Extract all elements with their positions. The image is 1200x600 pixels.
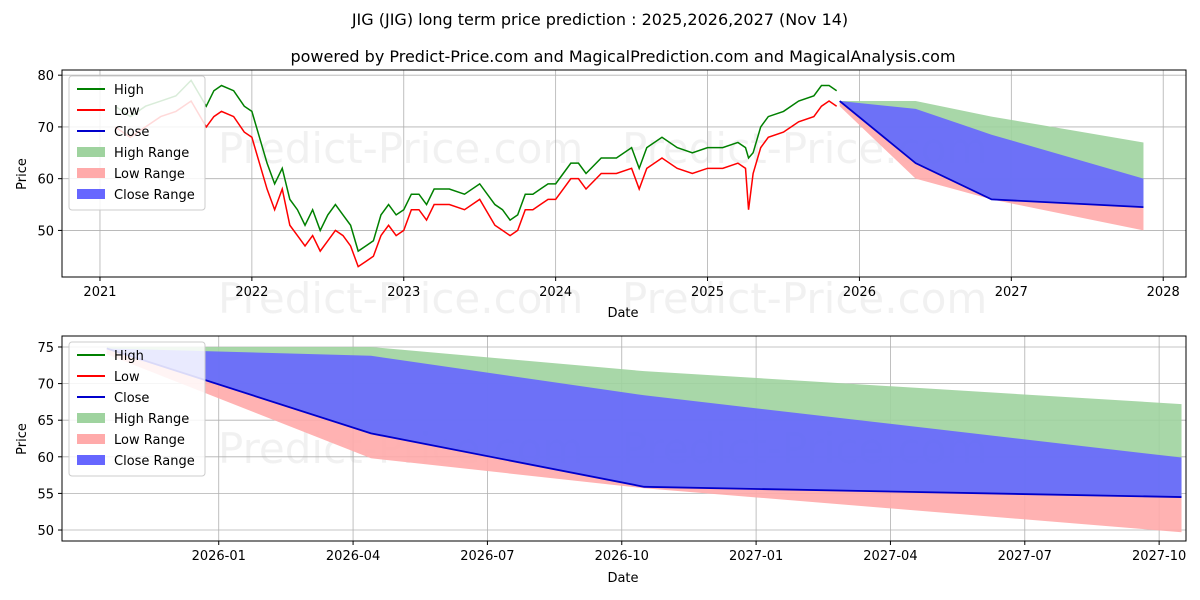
x-tick-label: 2027-01: [729, 549, 783, 564]
legend-swatch: [77, 147, 105, 157]
legend-label: High: [114, 349, 144, 364]
legend-swatch: [77, 434, 105, 444]
y-axis-label: Price: [15, 423, 30, 455]
x-tick-label: 2027-04: [863, 549, 917, 564]
watermark: Predict-Price.com: [218, 124, 583, 173]
close-range-area: [106, 348, 1182, 498]
legend: High Low Close High Range Low Range Close Ran…: [68, 75, 206, 211]
y-tick-label: 70: [37, 121, 54, 136]
x-tick-label: 2026-01: [192, 549, 246, 564]
x-tick-label: 2026-07: [460, 549, 514, 564]
x-tick-label: 2027: [995, 285, 1028, 300]
x-axis-label: Date: [607, 571, 638, 586]
chart-title: JIG (JIG) long term price prediction : 2…: [351, 10, 848, 29]
legend-label: Low Range: [114, 433, 185, 448]
legend-label: Low: [114, 104, 140, 119]
close-range-area: [839, 101, 1144, 208]
y-tick-label: 75: [37, 341, 54, 356]
legend-label: Close: [114, 125, 149, 140]
high-line: [114, 79, 838, 253]
close-line: [839, 100, 1144, 209]
low-range-area: [106, 348, 1182, 533]
x-tick-label: 2022: [235, 285, 268, 300]
x-tick-label: 2028: [1147, 285, 1180, 300]
y-tick-label: 80: [37, 69, 54, 84]
x-axis-label: Date: [607, 306, 638, 321]
legend-label: Close: [114, 391, 149, 406]
panel-long-term: Predict-Price.com Predict-Price.com Pred…: [15, 69, 1187, 323]
panel-long-term-border: [61, 69, 1187, 278]
legend-label: Close Range: [114, 454, 195, 469]
legend-label: High Range: [114, 146, 189, 161]
y-axis-label: Price: [15, 158, 30, 190]
panel-zoomed-forecast-ticks: 2026-01 2026-04 2026-07 2026-10 2027-01 2027-…: [37, 341, 1186, 564]
legend-label: High: [114, 83, 144, 98]
y-tick-label: 60: [37, 451, 54, 466]
panel-long-term-watermarks: Predict-Price.com Predict-Price.com Pred…: [218, 124, 987, 323]
x-tick-label: 2026: [843, 285, 876, 300]
y-tick-label: 50: [37, 224, 54, 239]
y-tick-label: 65: [37, 414, 54, 429]
x-tick-label: 2025: [691, 285, 724, 300]
panel-zoomed-forecast-border: [61, 335, 1187, 542]
legend-swatch: [77, 189, 105, 199]
x-tick-label: 2023: [387, 285, 420, 300]
legend-label: Low: [114, 370, 140, 385]
legend-swatch: [77, 455, 105, 465]
y-tick-label: 50: [37, 524, 54, 539]
legend-swatch: [77, 413, 105, 423]
panel-zoomed-forecast-areas: [106, 346, 1182, 533]
panel-long-term-areas: [839, 101, 1144, 231]
x-tick-label: 2026-04: [326, 549, 380, 564]
panel-zoomed-forecast-lines: [106, 347, 1182, 498]
y-tick-label: 70: [37, 378, 54, 393]
legend-label: Close Range: [114, 188, 195, 203]
x-tick-label: 2021: [83, 285, 116, 300]
watermark: Predict-Price.com: [218, 274, 583, 323]
y-tick-label: 60: [37, 173, 54, 188]
legend-swatch: [77, 168, 105, 178]
x-tick-label: 2026-10: [595, 549, 649, 564]
x-tick-label: 2024: [539, 285, 572, 300]
chart-subtitle: powered by Predict-Price.com and Magical…: [290, 47, 955, 66]
legend-label: Low Range: [114, 167, 185, 182]
legend-label: High Range: [114, 412, 189, 427]
low-range-area: [839, 101, 1144, 231]
x-tick-label: 2027-07: [998, 549, 1052, 564]
close-line: [106, 347, 1182, 498]
panel-long-term-lines: [114, 79, 1144, 268]
x-tick-label: 2027-10: [1132, 549, 1186, 564]
legend: High Low Close High Range Low Range Close Ran…: [68, 341, 206, 477]
low-line: [114, 99, 838, 268]
panel-zoomed-forecast: Predict-Price.com Predict-Price.com 2026…: [15, 335, 1187, 586]
panel-long-term-ticks: 2021 2022 2023 2024 2025 2026 2027 2028 50 60 70 80: [37, 69, 1179, 300]
y-tick-label: 55: [37, 487, 54, 502]
watermark: Predict-Price.com: [622, 274, 987, 323]
